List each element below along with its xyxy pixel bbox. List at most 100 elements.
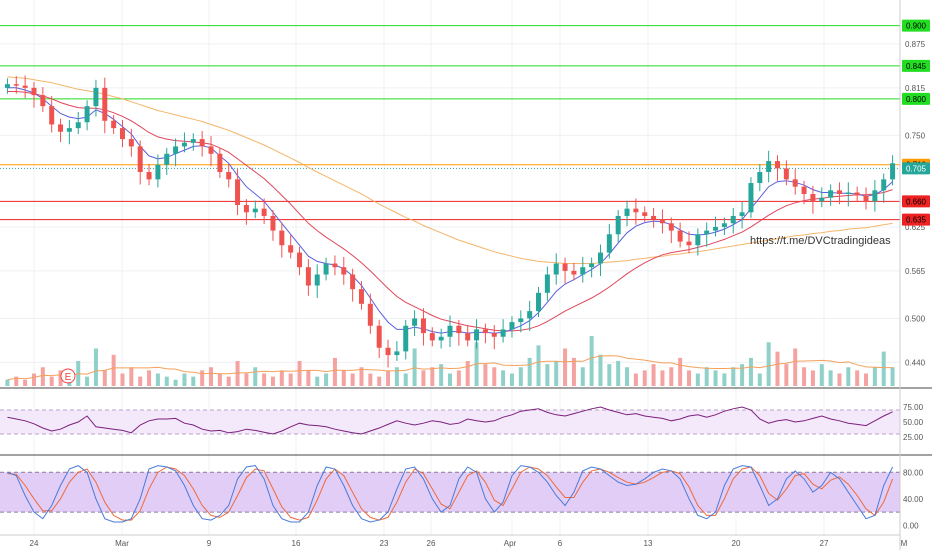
- volume-bar: [350, 373, 355, 386]
- candle-body: [226, 172, 232, 180]
- volume-bar: [846, 367, 851, 386]
- stoch-k-line: [7, 465, 894, 523]
- volume-bar: [403, 373, 408, 386]
- price-tick-label: 0.500: [905, 314, 926, 323]
- candlesticks: [4, 75, 896, 368]
- price-tick-label: 0.815: [905, 84, 926, 93]
- level-label-bg: [902, 59, 930, 72]
- volume-bar: [297, 361, 302, 386]
- candle-body: [863, 195, 869, 202]
- volume-bar: [580, 367, 585, 386]
- volume-bar: [164, 376, 169, 386]
- volume-bar: [545, 364, 550, 386]
- volume-bar: [678, 357, 683, 386]
- volume-bar: [872, 367, 877, 386]
- candle-body: [580, 267, 586, 275]
- volume-bar: [147, 370, 152, 386]
- volume-bar: [244, 373, 249, 386]
- time-tick-label: 9: [207, 539, 212, 548]
- volume-bar: [625, 367, 630, 386]
- volume-bar: [324, 373, 329, 386]
- candle-body: [704, 230, 710, 235]
- volume-ma-line: [7, 355, 893, 381]
- volume-bar: [111, 354, 116, 386]
- earnings-circle-icon[interactable]: [60, 368, 76, 384]
- volume-bar: [173, 379, 178, 386]
- candle-body: [686, 241, 692, 246]
- volume-bar: [226, 376, 231, 386]
- volume-bar: [235, 361, 240, 386]
- level-label: 0.660: [906, 197, 927, 206]
- candle-body: [783, 168, 789, 180]
- candle-body: [500, 329, 506, 337]
- stoch-tick-label: 40.00: [903, 495, 924, 504]
- stochastic-pane[interactable]: [0, 465, 900, 523]
- earnings-marker[interactable]: E: [60, 368, 76, 384]
- volume-bar: [642, 370, 647, 386]
- candle-body: [536, 292, 542, 312]
- volume-bar: [837, 373, 842, 386]
- candle-body: [659, 219, 665, 224]
- candle-body: [456, 325, 462, 334]
- candle-body: [845, 192, 851, 194]
- volume-bar: [209, 367, 214, 386]
- rsi-band-fill: [0, 410, 900, 434]
- time-tick-label: 27: [820, 539, 829, 548]
- volume-bar: [40, 367, 45, 386]
- candle-body: [13, 84, 19, 86]
- volume-bar: [359, 367, 364, 386]
- volume-bar: [155, 373, 160, 386]
- volume-bar: [660, 370, 665, 386]
- candle-body: [606, 234, 612, 253]
- volume-bar: [704, 367, 709, 386]
- candle-body: [49, 106, 55, 125]
- candle-body: [394, 351, 400, 356]
- volume-bar: [253, 367, 258, 386]
- candle-body: [323, 263, 329, 275]
- volume-bar: [686, 370, 691, 386]
- stoch-tick-label: 0.00: [903, 521, 919, 530]
- volume-bar: [5, 379, 10, 386]
- volume-bar: [509, 373, 514, 386]
- candle-body: [465, 333, 471, 341]
- volume-bar: [200, 370, 205, 386]
- volume-bar: [262, 373, 267, 386]
- time-axis[interactable]: 24 Mar 9 16 23 26 Apr 6 13 20 27 M: [0, 534, 932, 550]
- candle-body: [668, 223, 674, 231]
- price-axis[interactable]: 0.875 0.815 0.750 0.625 0.565 0.500 0.440 0.900…: [900, 0, 932, 550]
- horizontal-levels[interactable]: [0, 25, 900, 221]
- candle-body: [243, 204, 249, 213]
- volume-bar: [633, 373, 638, 386]
- volume-bar: [819, 364, 824, 386]
- candle-body: [854, 192, 860, 196]
- volume-bar: [421, 370, 426, 386]
- candle-body: [137, 146, 143, 173]
- volume-bar: [784, 364, 789, 386]
- volume-bar: [456, 370, 461, 386]
- volume-bar: [651, 364, 656, 386]
- last-price-label-bg: [902, 162, 930, 175]
- level-label: 0.900: [906, 22, 927, 31]
- volume-bar: [722, 373, 727, 386]
- candle-body: [199, 139, 205, 147]
- candle-body: [420, 318, 426, 334]
- price-grid: [0, 0, 900, 550]
- price-tick-label: 0.440: [905, 358, 926, 367]
- candle-body: [482, 329, 488, 334]
- volume-bar: [315, 376, 320, 386]
- rsi-pane[interactable]: [0, 406, 900, 435]
- level-label-bg: [902, 19, 930, 32]
- candle-body: [633, 208, 639, 213]
- price-pane[interactable]: E https://t.me/DVCtradingideas: [0, 0, 900, 550]
- candle-body: [314, 274, 320, 286]
- candle-body: [102, 87, 108, 121]
- candle-body: [828, 190, 834, 198]
- candle-body: [332, 263, 338, 268]
- volume-bar: [527, 357, 532, 386]
- candle-body: [252, 208, 258, 213]
- candle-body: [270, 215, 276, 231]
- volume-bar: [607, 364, 612, 386]
- volume-bar: [439, 364, 444, 386]
- candle-body: [412, 318, 418, 326]
